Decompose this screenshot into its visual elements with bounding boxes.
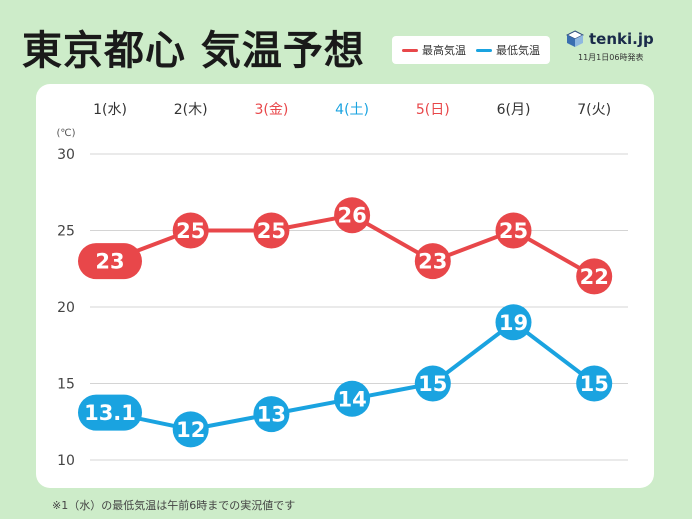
data-label: 25 [257, 219, 286, 243]
x-tick-label: 1(水) [93, 102, 127, 118]
data-label: 15 [418, 372, 447, 396]
brand-name: tenki.jp [589, 30, 654, 48]
data-point-max [253, 212, 290, 249]
data-label: 23 [95, 250, 124, 274]
x-tick-label: 2(木) [174, 102, 208, 118]
data-label: 13 [257, 403, 286, 427]
data-label: 25 [499, 219, 528, 243]
legend-swatch-max [402, 48, 418, 52]
x-tick-label: 5(日) [416, 102, 450, 118]
y-tick-label: 15 [57, 377, 75, 393]
data-label: 14 [337, 387, 366, 411]
y-tick-label: 20 [57, 300, 75, 316]
data-label: 13.1 [84, 401, 136, 425]
data-point-max [576, 258, 613, 295]
issued-time: 11月1日06時発表 [578, 53, 644, 62]
data-point-min [576, 365, 613, 402]
data-point-max [172, 212, 209, 249]
legend-label-min: 最低気温 [496, 44, 540, 57]
data-label: 22 [580, 265, 609, 289]
data-label: 15 [580, 372, 609, 396]
y-axis-unit: (℃) [56, 128, 75, 139]
data-label: 23 [418, 250, 447, 274]
data-point-max [495, 212, 532, 249]
data-point-min [253, 396, 290, 433]
y-tick-label: 30 [57, 147, 75, 163]
data-point-min [172, 411, 209, 448]
chart-legend: 最高気温 最低気温 [392, 36, 550, 64]
data-label: 19 [499, 311, 528, 335]
tenki-logo-icon [565, 30, 585, 48]
brand-block: tenki.jp 11月1日06時発表 [565, 30, 676, 63]
x-tick-label: 7(火) [577, 102, 611, 118]
chart-panel: (℃) 10 15 20 25 30 1(水) 2(木) 3(金) 4(土) 5(日) 6(月) 7(火… [36, 84, 654, 488]
data-point-min [334, 380, 371, 417]
x-tick-label: 3(金) [254, 102, 288, 118]
y-tick-label: 10 [57, 453, 75, 469]
data-label: 25 [176, 219, 205, 243]
data-label: 26 [337, 204, 366, 228]
data-point-max [78, 243, 142, 280]
footnote: ※1（水）の最低気温は午前6時までの実況値です [52, 499, 296, 512]
legend-swatch-min [476, 48, 492, 52]
legend-item-min: 最低気温 [476, 42, 540, 58]
page-title: 東京都心 気温予想 [22, 28, 365, 74]
data-label: 12 [176, 418, 205, 442]
data-point-min [414, 365, 451, 402]
temperature-chart: (℃) 10 15 20 25 30 1(水) 2(木) 3(金) 4(土) 5(日) 6(月) 7(火… [56, 102, 628, 469]
legend-label-max: 最高気温 [422, 44, 466, 57]
data-point-max [334, 197, 371, 234]
legend-item-max: 最高気温 [402, 42, 466, 58]
data-point-min [495, 304, 532, 341]
data-point-min [78, 394, 142, 431]
y-tick-label: 25 [57, 224, 75, 240]
data-point-max [414, 243, 451, 280]
x-tick-label: 4(土) [335, 102, 369, 118]
x-tick-label: 6(月) [497, 102, 531, 118]
